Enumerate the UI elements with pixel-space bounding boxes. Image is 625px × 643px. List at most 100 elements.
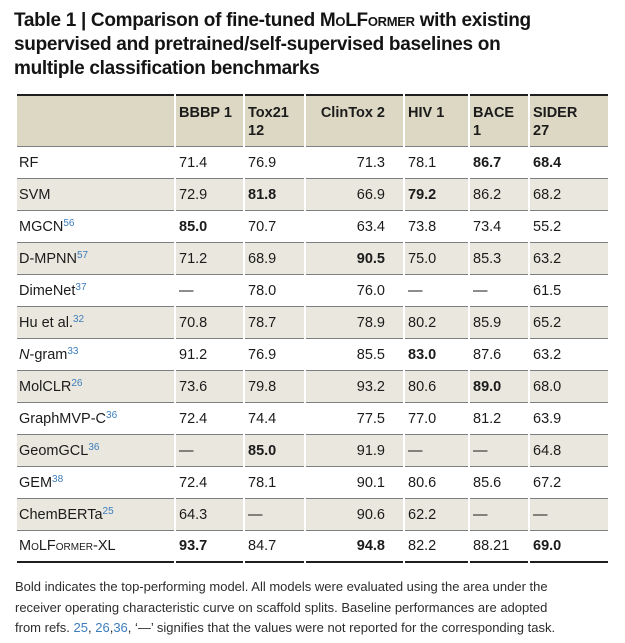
model-name-cell: SVM [17, 179, 174, 211]
title-text: supervised and pretrained/self-supervise… [14, 34, 501, 55]
ref-superscript[interactable]: 38 [52, 473, 64, 485]
value-cell-bbbp: — [176, 435, 243, 467]
ref-superscript[interactable]: 25 [102, 505, 114, 517]
value-cell-hiv: 75.0 [405, 243, 468, 275]
value-cell-tox21: 76.9 [245, 339, 304, 371]
value-cell-bbbp: 85.0 [176, 211, 243, 243]
model-name: ChemBERTa [19, 507, 103, 523]
value-cell-sider: 63.2 [530, 339, 608, 371]
model-name-cell: MolCLR26 [17, 371, 174, 403]
model-name-part: -gram [29, 346, 68, 363]
value-cell-bace: 81.2 [470, 403, 528, 435]
ref-link[interactable]: 25 [73, 620, 88, 635]
title-text: with existing [414, 10, 531, 31]
value-cell-hiv: 79.2 [405, 179, 468, 211]
value-cell-sider: 68.4 [530, 147, 608, 179]
table-row: MoLFormer-XL 93.7 84.7 94.8 82.2 88.21 6… [17, 531, 608, 563]
model-name: GEM [19, 475, 52, 491]
model-name-part: MoLFormer-XL [19, 538, 116, 554]
ref-superscript[interactable]: 36 [88, 441, 100, 453]
value-cell-clintox: 90.1 [306, 467, 403, 499]
table-row: SVM 72.9 81.8 66.9 79.2 86.2 68.2 [17, 179, 608, 211]
value-cell-tox21: 79.8 [245, 371, 304, 403]
value-cell-bace: 86.2 [470, 179, 528, 211]
ref-link[interactable]: 26 [95, 620, 110, 635]
value-cell-sider: 63.2 [530, 243, 608, 275]
ref-superscript[interactable]: 37 [75, 281, 87, 293]
value-cell-bbbp: 72.4 [176, 403, 243, 435]
value-cell-bace: 86.7 [470, 147, 528, 179]
title-line: supervised and pretrained/self-supervise… [14, 33, 625, 57]
table-header-row: BBBP 1 Tox21 12 ClinTox 2 HIV 1 BACE 1 [17, 94, 608, 147]
value-cell-sider: 68.2 [530, 179, 608, 211]
model-name: Hu et al. [19, 315, 73, 331]
benchmark-table: BBBP 1 Tox21 12 ClinTox 2 HIV 1 BACE 1 [15, 94, 610, 563]
column-header-bbbp: BBBP 1 [176, 94, 243, 147]
value-cell-tox21: 78.1 [245, 467, 304, 499]
value-cell-bbbp: 93.7 [176, 531, 243, 563]
table-row: GeomGCL36 — 85.0 91.9 — — 64.8 [17, 435, 608, 467]
model-name-cell: Hu et al.32 [17, 307, 174, 339]
value-cell-sider: 65.2 [530, 307, 608, 339]
value-cell-clintox: 78.9 [306, 307, 403, 339]
model-name-part: DimeNet [19, 282, 76, 299]
value-cell-bace: 87.6 [470, 339, 528, 371]
column-header-label: HIV 1 [408, 105, 445, 121]
value-cell-bbbp: 71.4 [176, 147, 243, 179]
model-name: MoLFormer-XL [19, 538, 116, 554]
model-name-part: MGCN [19, 218, 64, 235]
value-cell-clintox: 66.9 [306, 179, 403, 211]
value-cell-bbbp: — [176, 275, 243, 307]
value-cell-clintox: 91.9 [306, 435, 403, 467]
value-cell-tox21: 85.0 [245, 435, 304, 467]
model-name-part: Hu et al. [19, 314, 73, 331]
value-cell-tox21: 70.7 [245, 211, 304, 243]
model-name: N-gram [19, 347, 67, 363]
ref-superscript[interactable]: 56 [63, 217, 75, 229]
model-name-cell: MoLFormer-XL [17, 531, 174, 563]
model-name-cell: N-gram33 [17, 339, 174, 371]
model-name: DimeNet [19, 283, 75, 299]
table-footnote: Bold indicates the top-performing model.… [15, 577, 625, 639]
title-line: Table 1 | Comparison of fine-tuned MoLFo… [14, 9, 625, 33]
ref-superscript[interactable]: 32 [73, 313, 85, 325]
value-cell-sider: 64.8 [530, 435, 608, 467]
ref-superscript[interactable]: 33 [67, 345, 79, 357]
value-cell-bace: — [470, 435, 528, 467]
value-cell-sider: — [530, 499, 608, 531]
value-cell-hiv: — [405, 275, 468, 307]
value-cell-tox21: 68.9 [245, 243, 304, 275]
value-cell-sider: 67.2 [530, 467, 608, 499]
footnote-text: , [109, 620, 114, 635]
table-row: MGCN56 85.0 70.7 63.4 73.8 73.4 55.2 [17, 211, 608, 243]
ref-link[interactable]: 36 [113, 620, 128, 635]
column-header-label: Tox21 [248, 105, 289, 121]
page-title: Table 1 | Comparison of fine-tuned MoLFo… [14, 9, 625, 81]
model-name: MolCLR [19, 379, 71, 395]
footnote-text: , ‘—’ signifies that the values were not… [127, 620, 556, 635]
model-name-cell: DimeNet37 [17, 275, 174, 307]
title-line: multiple classification benchmarks [14, 57, 625, 81]
model-name-part: N [19, 346, 30, 363]
value-cell-hiv: 77.0 [405, 403, 468, 435]
value-cell-clintox: 90.6 [306, 499, 403, 531]
model-name-part: GEM [19, 474, 53, 491]
value-cell-bace: 73.4 [470, 211, 528, 243]
ref-superscript[interactable]: 57 [77, 249, 89, 261]
footnote-text: Bold indicates the top-performing model.… [15, 579, 548, 594]
value-cell-tox21: 84.7 [245, 531, 304, 563]
value-cell-bace: 85.3 [470, 243, 528, 275]
ref-superscript[interactable]: 36 [106, 409, 118, 421]
value-cell-clintox: 93.2 [306, 371, 403, 403]
value-cell-bace: 85.9 [470, 307, 528, 339]
model-name-part: D-MPNN [19, 250, 77, 267]
ref-superscript[interactable]: 26 [71, 377, 83, 389]
value-cell-bace: 89.0 [470, 371, 528, 403]
footnote-text: from refs. [15, 620, 74, 635]
table-row: N-gram33 91.2 76.9 85.5 83.0 87.6 63.2 [17, 339, 608, 371]
title-text: MoLFormer [319, 10, 415, 31]
footnote-text: , [87, 620, 96, 635]
footnote-line: receiver operating characteristic curve … [15, 598, 625, 619]
table-row: MolCLR26 73.6 79.8 93.2 80.6 89.0 68.0 [17, 371, 608, 403]
value-cell-bace: 88.21 [470, 531, 528, 563]
